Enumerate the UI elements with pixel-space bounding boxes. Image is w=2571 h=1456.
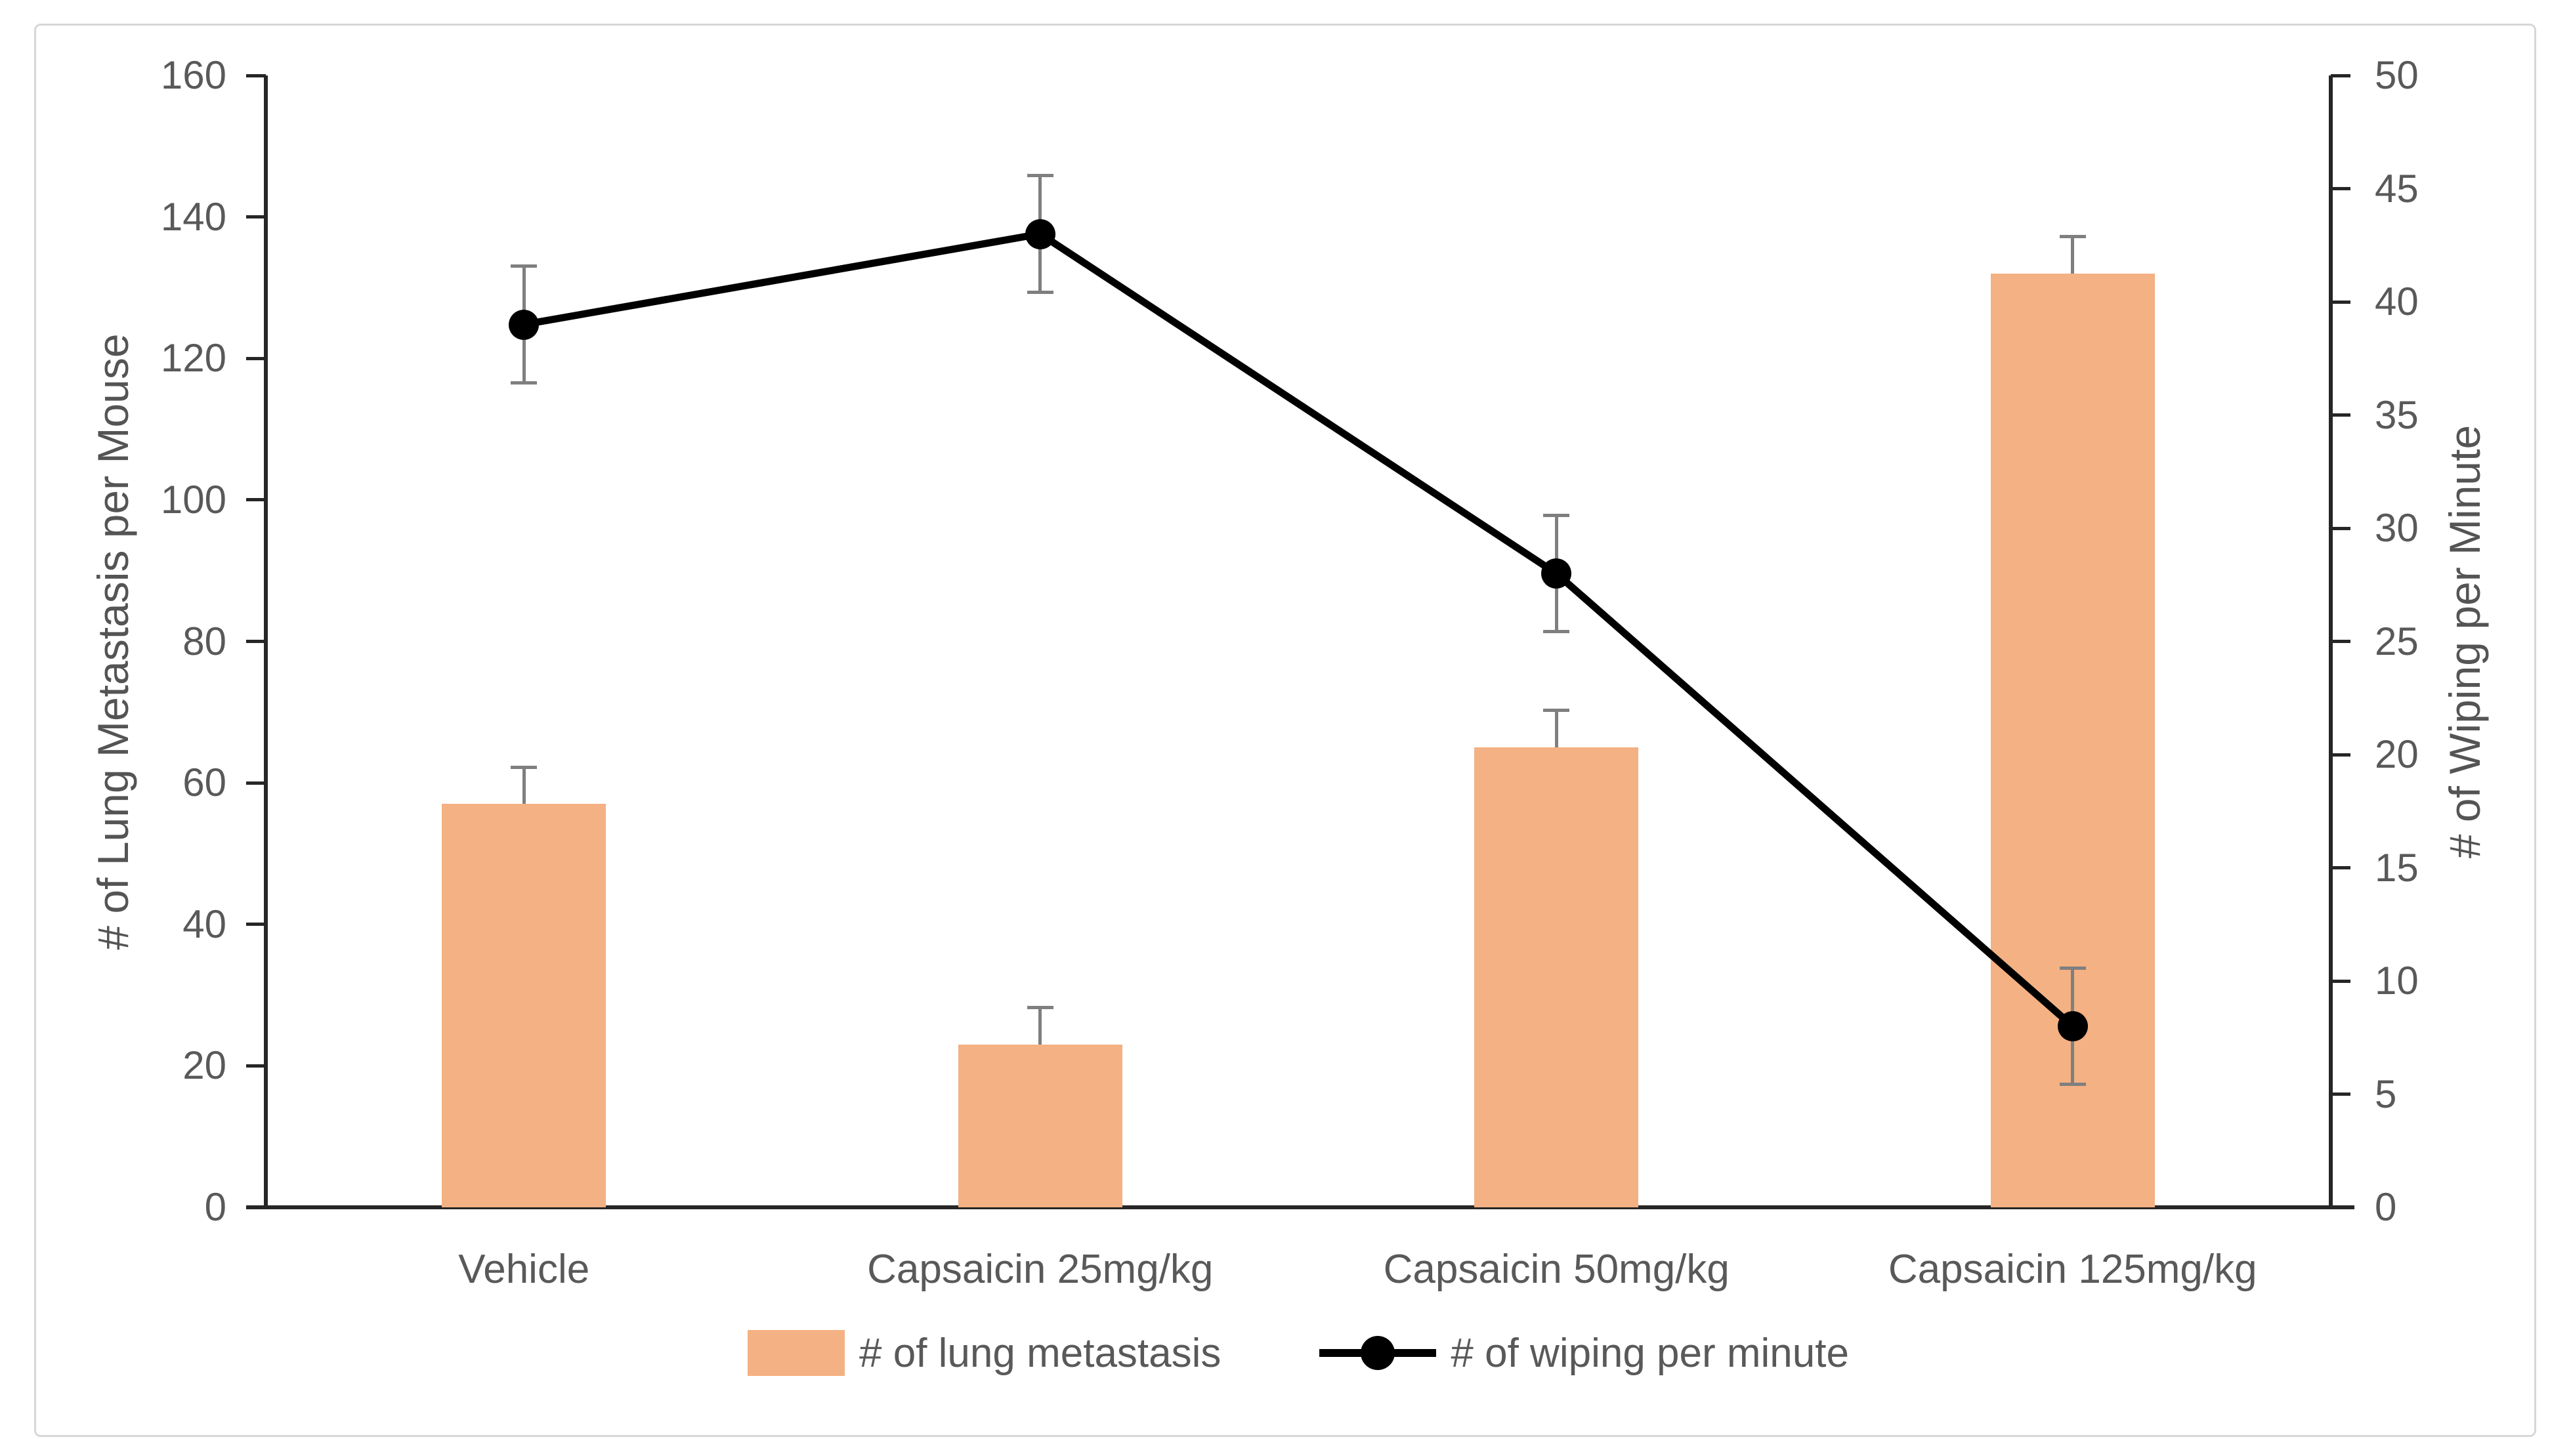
bar-error-cap [1027,1006,1053,1010]
left-axis-tick [246,923,266,926]
right-axis-tick [2331,1092,2350,1096]
left-axis-tick-label: 160 [160,53,226,97]
category-label: Capsaicin 25mg/kg [867,1247,1214,1292]
legend-label: # of lung metastasis [859,1330,1222,1376]
left-axis-tick-label: 120 [160,336,226,381]
line-error-cap-bottom [511,381,538,385]
line-error-cap-top [511,264,538,268]
left-axis-tick [246,215,266,219]
left-axis-tick [246,1205,266,1209]
right-axis-tick-label: 50 [2375,53,2419,97]
right-axis-tick-label: 0 [2375,1185,2397,1229]
line-error-cap-bottom [1027,290,1053,294]
right-axis-tick [2331,187,2350,190]
line-marker-3 [2057,1011,2088,1041]
right-axis-tick [2331,526,2350,530]
right-axis-tick-label: 30 [2375,506,2419,550]
left-axis-tick [246,1064,266,1068]
line-marker-1 [1025,218,1055,249]
left-axis-tick-label: 60 [182,760,226,805]
line-error-cap-top [1543,513,1570,517]
line-error-cap-top [2059,966,2086,970]
bar-error-cap [2059,234,2086,238]
bar-1 [958,1045,1122,1207]
right-axis-tick-label: 10 [2375,959,2419,1003]
left-axis-tick-label: 20 [182,1043,226,1088]
line-dot-marker-icon [1319,1330,1437,1376]
category-label: Capsaicin 125mg/kg [1888,1247,2257,1292]
right-axis-tick [2331,979,2350,983]
line-error-cap-bottom [2059,1083,2086,1087]
right-axis-tick [2331,866,2350,869]
left-y-axis-line [264,75,268,1209]
line-error-cap-top [1027,174,1053,178]
left-axis-tick-label: 140 [160,194,226,239]
left-axis-tick-label: 40 [182,902,226,946]
right-axis-tick-label: 20 [2375,732,2419,776]
left-axis-title: # of Lung Metastasis per Mouse [89,333,137,950]
line-marker-0 [509,309,540,340]
left-axis-tick-label: 0 [204,1185,226,1229]
legend-item-lung-metastasis: # of lung metastasis [748,1330,1221,1377]
right-axis-tick [2331,753,2350,757]
bar-error-stem [1038,1009,1042,1045]
left-axis-tick [246,73,266,77]
bar-error-stem [522,768,526,804]
x-axis-line [246,1205,2354,1209]
left-axis-tick-label: 80 [182,619,226,663]
legend-item-wiping-per-minute: # of wiping per minute [1319,1330,1849,1377]
right-axis-tick [2331,1205,2350,1209]
wiping-line-series [523,230,2075,1030]
line-path [523,230,2075,1030]
left-axis-tick [246,356,266,360]
right-axis-tick-label: 15 [2375,845,2419,890]
legend: # of lung metastasis # of wiping per min… [266,1320,2331,1386]
right-axis-tick-label: 35 [2375,392,2419,437]
bar-error-stem [2071,238,2075,274]
bar-swatch-icon [748,1330,845,1376]
right-axis-tick [2331,300,2350,304]
left-axis-tick [246,781,266,785]
bar-error-stem [1554,712,1558,748]
bar-error-cap [511,765,538,769]
right-axis-tick-label: 45 [2375,166,2419,211]
plot-area [266,75,2331,1207]
dot-glyph [1361,1336,1395,1370]
category-label: Vehicle [458,1247,590,1292]
right-axis-tick-label: 40 [2375,280,2419,323]
right-axis-tick-label: 25 [2375,619,2419,663]
category-label: Capsaicin 50mg/kg [1383,1247,1730,1292]
left-axis-tick [246,498,266,502]
right-axis-tick [2331,73,2350,77]
bar-0 [442,804,606,1207]
bar-2 [1474,747,1639,1207]
line-marker-2 [1541,558,1572,589]
right-axis-tick-label: 5 [2375,1071,2397,1116]
left-axis-tick-label: 100 [160,477,226,522]
legend-label: # of wiping per minute [1451,1330,1849,1376]
right-axis-tick [2331,413,2350,417]
left-axis-tick [246,640,266,643]
right-axis-tick [2331,640,2350,643]
bar-error-cap [1543,709,1570,713]
right-axis-title: # of Wiping per Minute [2440,425,2489,859]
line-error-cap-bottom [1543,630,1570,634]
